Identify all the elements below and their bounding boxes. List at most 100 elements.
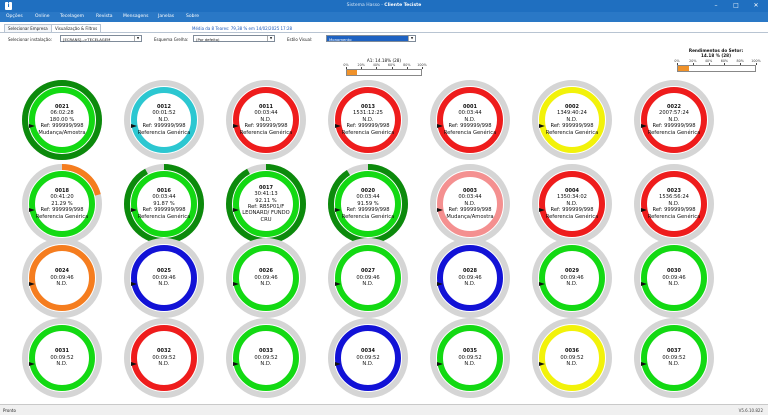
- gauge-track: [226, 318, 306, 398]
- machine-0037[interactable]: 0037 00:09:52 N.D.: [632, 316, 716, 400]
- machine-info: 0030 00:09:46 N.D.: [632, 236, 716, 320]
- machine-0001[interactable]: 0001 00:03:44 N.D. Ref: 999999/998 Referenci…: [428, 78, 512, 162]
- chevron-down-icon: ▼: [134, 36, 141, 41]
- scale-tick-label: 80%: [736, 59, 744, 63]
- gauge-track: [430, 80, 510, 160]
- pointer-arrow-icon: [131, 208, 137, 212]
- machine-line: Referencia Genérica: [239, 129, 293, 136]
- machine-0034[interactable]: 0034 00:09:52 N.D.: [326, 316, 410, 400]
- machine-0021[interactable]: 0021 06:02:28 180.00 % Ref: 999999/998 Mudan…: [20, 78, 104, 162]
- machine-code: 0032: [157, 348, 171, 355]
- machine-gauge: [328, 238, 408, 318]
- machine-gauge: [430, 238, 510, 318]
- machine-0022[interactable]: 0022 2007:57:24 N.D. Ref: 999999/998 Referen…: [632, 78, 716, 162]
- status-ring: [29, 87, 95, 153]
- machine-0028[interactable]: 0028 00:09:46 N.D.: [428, 236, 512, 320]
- machine-info: 0028 00:09:46 N.D.: [428, 236, 512, 320]
- close-button[interactable]: ✕: [753, 2, 759, 9]
- machine-0013[interactable]: 0013 1531:12:25 N.D. Ref: 999999/998 Referen…: [326, 78, 410, 162]
- machine-0023[interactable]: 0023 1536:56:24 N.D. Ref: 999999/998 Referen…: [632, 162, 716, 246]
- machine-line: N.D.: [362, 361, 374, 368]
- menu-janelas[interactable]: Janelas: [158, 14, 175, 19]
- scale-tick: [346, 67, 347, 69]
- menu-opcoes[interactable]: Opções: [6, 14, 23, 19]
- scale-tick-label: 100%: [751, 59, 761, 63]
- machine-0027[interactable]: 0027 00:09:46 N.D.: [326, 236, 410, 320]
- machine-0020[interactable]: 0020 00:03:44 91.59 % Ref: 999999/998 Refere…: [326, 162, 410, 246]
- status-ring: [437, 245, 503, 311]
- scale-tick-label: 80%: [403, 63, 411, 67]
- machine-line: Ref: 999999/998: [550, 207, 594, 214]
- scale-tick: [376, 67, 378, 69]
- machine-0033[interactable]: 0033 00:09:52 N.D.: [224, 316, 308, 400]
- machine-line: Referencia Genérica: [341, 213, 395, 220]
- machine-0012[interactable]: 0012 00:01:52 N.D. Ref: 999999/998 Referenci…: [122, 78, 206, 162]
- machine-line: 00:41:20: [50, 194, 74, 201]
- machine-line: Ref: 999999/998: [652, 207, 696, 214]
- machine-gauge: [430, 80, 510, 160]
- machine-line: N.D.: [668, 281, 680, 288]
- machine-info: 0035 00:09:52 N.D.: [428, 316, 512, 400]
- pointer-arrow-icon: [335, 362, 341, 366]
- machine-line: Referencia Genérica: [137, 129, 191, 136]
- installation-select[interactable]: [ECRANS]-->TECELAGEM ▼: [60, 35, 142, 42]
- menu-sobre[interactable]: Sobre: [186, 14, 199, 19]
- minimize-button[interactable]: –: [714, 2, 718, 9]
- machine-line: 00:09:46: [662, 274, 686, 281]
- machine-line: 00:03:44: [254, 110, 278, 117]
- style-select[interactable]: Monomento ▼: [326, 35, 416, 42]
- gauge-track: [430, 238, 510, 318]
- pointer-arrow-icon: [437, 124, 443, 128]
- machine-code: 0016: [157, 187, 171, 194]
- status-ring: [539, 171, 605, 237]
- style-label: Estilo Visual:: [287, 37, 313, 42]
- machine-line: 00:09:52: [662, 354, 686, 361]
- scale-tick-label: 20%: [357, 63, 365, 67]
- maximize-button[interactable]: □: [733, 2, 739, 9]
- machine-line: 00:09:46: [152, 274, 176, 281]
- machine-0026[interactable]: 0026 00:09:46 N.D.: [224, 236, 308, 320]
- status-ring: [335, 171, 401, 237]
- pointer-arrow-icon: [29, 124, 35, 128]
- gauge-track: [22, 238, 102, 318]
- machine-0016[interactable]: 0016 00:03:44 91.87 % Ref: 999999/998 Refere…: [122, 162, 206, 246]
- machine-line: Ref: 999999/998: [142, 123, 186, 130]
- machine-0031[interactable]: 0031 00:09:52 N.D.: [20, 316, 104, 400]
- machine-code: 0021: [55, 103, 69, 110]
- schema-select[interactable]: (Por defeito) ▼: [193, 35, 275, 42]
- machine-0030[interactable]: 0030 00:09:46 N.D.: [632, 236, 716, 320]
- menu-online[interactable]: Online: [35, 14, 50, 19]
- machine-line: 00:09:52: [254, 354, 278, 361]
- machine-0036[interactable]: 0036 00:09:52 N.D.: [530, 316, 614, 400]
- machine-0017[interactable]: 0017 30:41:13 92.11 % Ref: RB5P01/F LEONARD/…: [224, 162, 308, 246]
- scale-tick: [406, 67, 408, 69]
- machine-0032[interactable]: 0032 00:09:52 N.D.: [122, 316, 206, 400]
- pointer-arrow-icon: [539, 362, 545, 366]
- machine-0003[interactable]: 0003 00:03:44 N.D. Ref: 999999/998 Mudança/A…: [428, 162, 512, 246]
- pointer-arrow-icon: [539, 208, 545, 212]
- app-icon[interactable]: i: [5, 2, 12, 10]
- machine-code: 0011: [259, 103, 273, 110]
- machine-code: 0035: [463, 348, 477, 355]
- machine-0004[interactable]: 0004 1350:34:02 N.D. Ref: 999999/998 Referen…: [530, 162, 614, 246]
- machine-0025[interactable]: 0025 00:09:46 N.D.: [122, 236, 206, 320]
- machine-0035[interactable]: 0035 00:09:52 N.D.: [428, 316, 512, 400]
- machine-0002[interactable]: 0002 1349:40:24 N.D. Ref: 999999/998 Referen…: [530, 78, 614, 162]
- machine-line: Referencia Genérica: [545, 213, 599, 220]
- machine-line: Ref: RB5P01/F: [247, 204, 285, 210]
- tab-selecionar-empresa[interactable]: Selecionar Empresa: [4, 24, 52, 32]
- machine-0018[interactable]: 0018 00:41:20 21.29 % Ref: 999999/998 Refere…: [20, 162, 104, 246]
- machine-info: 0018 00:41:20 21.29 % Ref: 999999/998 Refere…: [20, 162, 104, 246]
- menu-tecelagem[interactable]: Tecelagem: [60, 14, 85, 19]
- machine-0029[interactable]: 0029 00:09:46 N.D.: [530, 236, 614, 320]
- pointer-arrow-icon: [641, 208, 647, 212]
- machine-0024[interactable]: 0024 00:09:46 N.D.: [20, 236, 104, 320]
- menu-revista[interactable]: Revista: [96, 14, 113, 19]
- machine-code: 0017: [259, 184, 273, 191]
- machine-line: 91.87 %: [153, 200, 175, 207]
- machine-0011[interactable]: 0011 00:03:44 N.D. Ref: 999999/998 Referenci…: [224, 78, 308, 162]
- menu-mensagens[interactable]: Mensagens: [123, 14, 149, 19]
- machine-line: Ref: 999999/998: [346, 207, 390, 214]
- tab-visualizacao-filtros[interactable]: Visualização & Filtros: [51, 24, 102, 32]
- machine-line: N.D.: [158, 281, 170, 288]
